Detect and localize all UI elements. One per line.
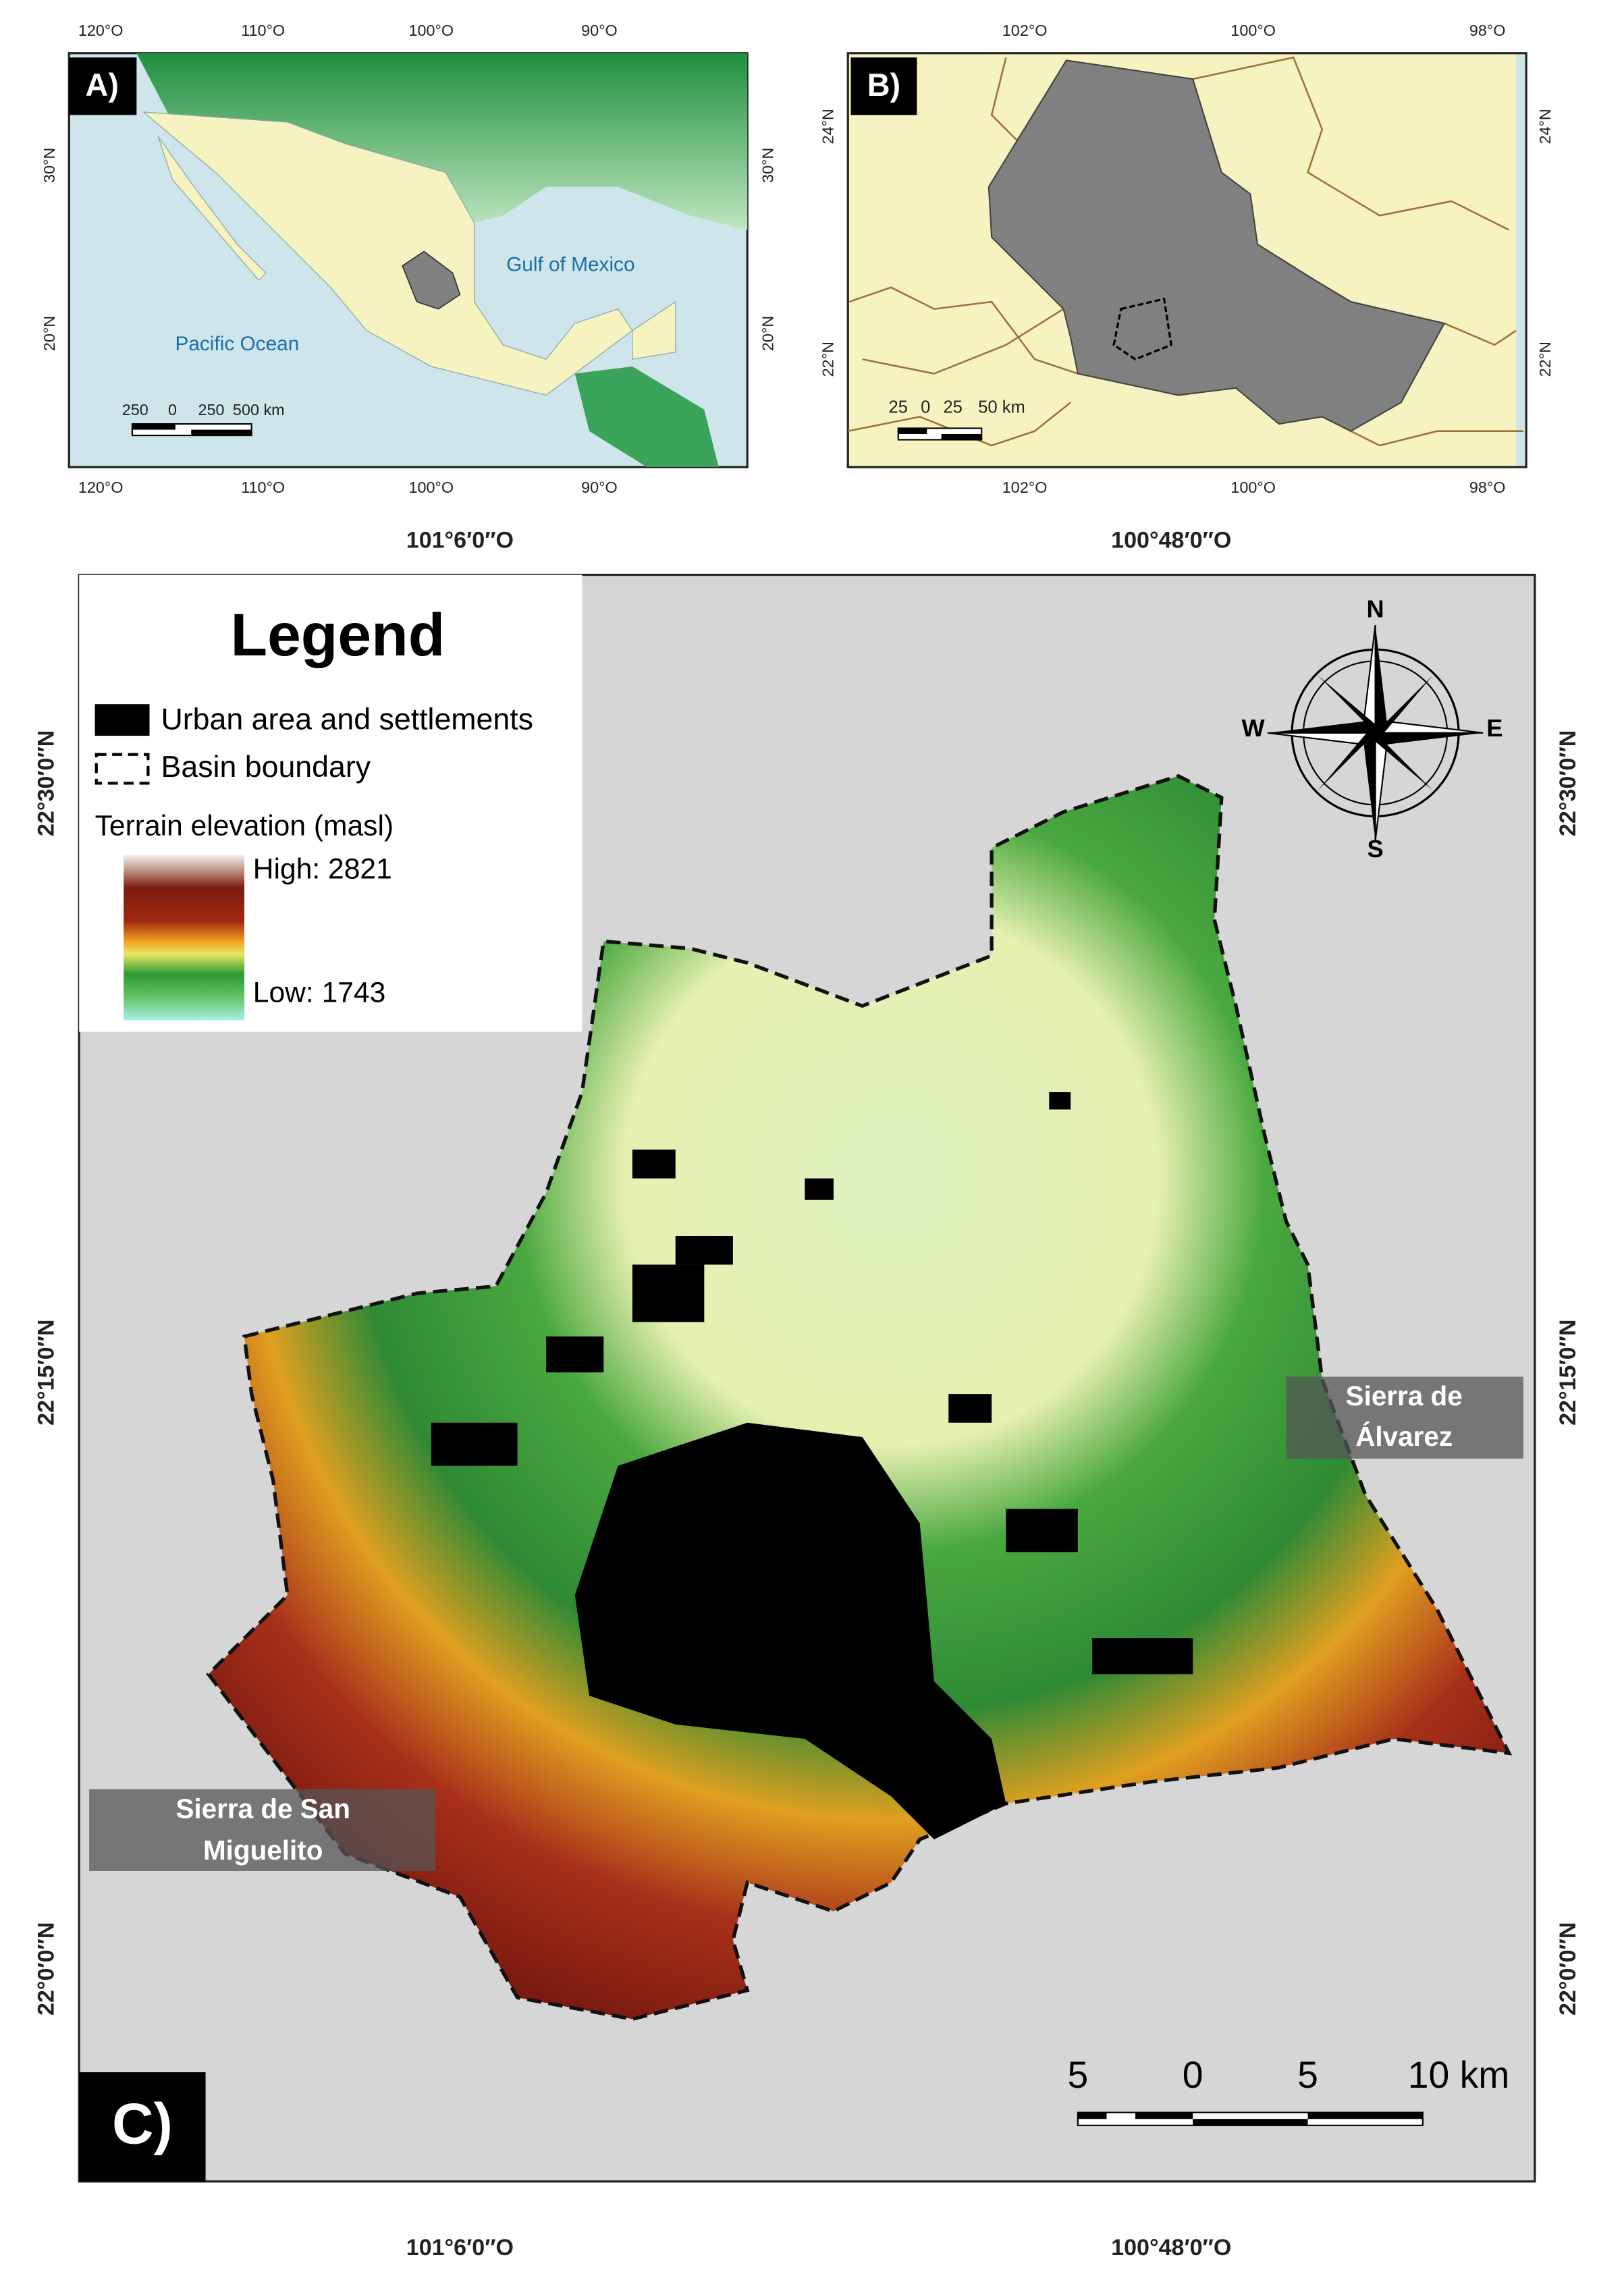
y-tick-label: 24°N — [819, 109, 837, 144]
study-state — [402, 250, 461, 310]
scale-label: 5 — [1297, 2054, 1318, 2096]
state — [987, 59, 1446, 432]
urban-area — [574, 1422, 1006, 1840]
water-label: Pacific Ocean — [175, 333, 299, 355]
legend-swatch-boundary — [94, 753, 150, 785]
compass-s: S — [1368, 835, 1384, 863]
basin-outline — [1112, 297, 1173, 361]
place-box — [1286, 1376, 1523, 1459]
scale-bar-segment — [191, 429, 252, 436]
scale-bar-segment — [941, 433, 982, 440]
x-tick-label: 90°O — [581, 479, 618, 496]
compass-e: E — [1486, 714, 1503, 742]
x-tick-label: 102°O — [1002, 22, 1048, 39]
x-tick-label: 101°6′0″O — [406, 2235, 514, 2261]
scale-label: 25 — [943, 398, 962, 416]
x-tick-label: 120°O — [78, 22, 124, 39]
y-tick-label: 30°N — [40, 148, 58, 183]
scale-bar-segment — [1193, 2119, 1308, 2126]
legend-item: Basin boundary — [161, 751, 371, 784]
y-tick-label: 22°0′0″N — [33, 1922, 59, 2016]
panel-label: B) — [867, 67, 900, 103]
scale-label: 50 km — [978, 398, 1025, 416]
y-tick-label: 20°N — [759, 316, 776, 351]
x-tick-label: 110°O — [241, 479, 285, 496]
legend-swatch-urban — [94, 704, 150, 736]
scale-bar-segment — [898, 428, 927, 434]
scale-bar-segment — [1307, 2112, 1423, 2119]
x-tick-label: 100°O — [1230, 22, 1276, 39]
legend-subtitle: Terrain elevation (masl) — [95, 810, 394, 842]
x-tick-label: 100°O — [408, 479, 454, 496]
panel-label-box — [79, 2072, 206, 2182]
legend-high: High: 2821 — [253, 853, 392, 885]
y-tick-label: 22°30′0″N — [33, 730, 59, 836]
x-tick-label: 100°48′0″O — [1111, 2235, 1231, 2261]
scale-label: 500 km — [233, 401, 285, 418]
y-tick-label: 22°15′0″N — [33, 1320, 59, 1426]
y-tick-label: 30°N — [759, 148, 776, 183]
x-tick-label: 101°6′0″O — [406, 528, 514, 553]
scale-label: 5 — [1067, 2054, 1088, 2096]
panel-label: A) — [86, 67, 119, 103]
legend-low: Low: 1743 — [253, 977, 386, 1009]
x-tick-label: 98°O — [1469, 479, 1506, 496]
baja — [157, 136, 267, 281]
compass-n: N — [1367, 595, 1384, 622]
legend-title: Legend — [230, 601, 445, 668]
scale-label: 10 km — [1408, 2054, 1510, 2096]
scale-label: 0 — [921, 398, 930, 416]
x-tick-label: 110°O — [241, 22, 285, 39]
place-label: Miguelito — [203, 1835, 323, 1866]
y-tick-label: 24°N — [1536, 109, 1554, 144]
compass-w: W — [1242, 714, 1266, 742]
panel-label-box — [69, 57, 137, 115]
scale-bar-segment — [132, 424, 175, 430]
scale-bar-segment — [1077, 2112, 1107, 2119]
place-label: Sierra de San — [175, 1793, 350, 1824]
place-label: Álvarez — [1355, 1421, 1453, 1452]
settlements — [431, 1092, 1193, 1675]
scale-label: 250 — [198, 401, 225, 418]
legend-item: Urban area and settlements — [161, 703, 533, 736]
panel-label: C) — [112, 2092, 173, 2157]
central-america — [574, 366, 719, 467]
water-label: Gulf of Mexico — [506, 254, 634, 276]
x-tick-label: 100°O — [1230, 479, 1276, 496]
coast — [1516, 54, 1525, 466]
basin — [206, 774, 1513, 2022]
y-tick-label: 22°N — [1536, 342, 1554, 377]
yucatan — [632, 300, 676, 360]
x-tick-label: 120°O — [78, 479, 124, 496]
y-tick-label: 22°N — [819, 342, 837, 377]
y-tick-label: 20°N — [40, 316, 58, 351]
y-tick-label: 22°15′0″N — [1555, 1320, 1581, 1426]
place-box — [89, 1789, 436, 1871]
scale-bar-segment — [1135, 2112, 1193, 2119]
scale-label: 25 — [889, 398, 908, 416]
place-label: Sierra de — [1346, 1380, 1463, 1411]
x-tick-label: 98°O — [1469, 22, 1506, 39]
legend-ramp — [124, 855, 245, 1021]
x-tick-label: 100°O — [408, 22, 454, 39]
panel-label-box — [850, 57, 917, 115]
land-north — [136, 53, 748, 230]
x-tick-label: 102°O — [1002, 479, 1048, 496]
scale-label: 250 — [122, 401, 148, 418]
y-tick-label: 22°0′0″N — [1555, 1922, 1581, 2016]
scale-label: 0 — [168, 401, 177, 418]
scale-label: 0 — [1183, 2054, 1203, 2096]
x-tick-label: 90°O — [581, 22, 618, 39]
x-tick-label: 100°48′0″O — [1111, 528, 1231, 553]
y-tick-label: 22°30′0″N — [1555, 730, 1581, 836]
